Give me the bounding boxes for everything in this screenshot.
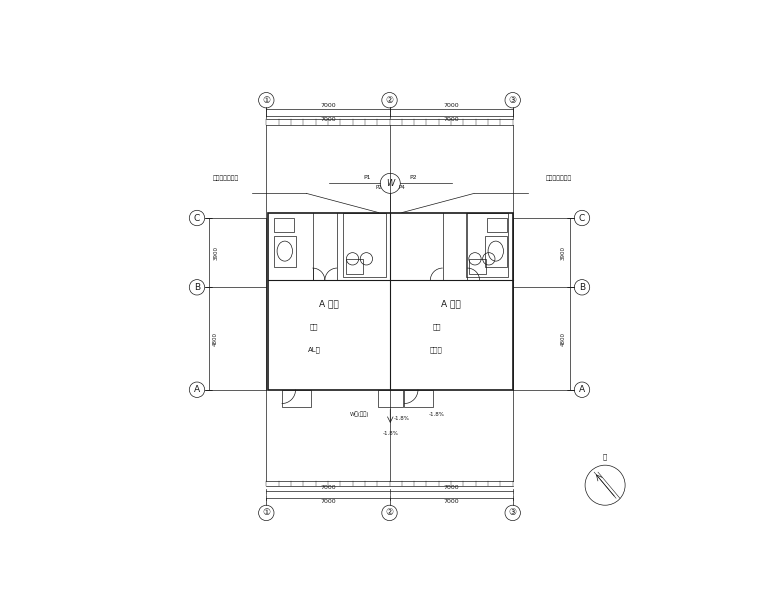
Text: ①: ① (262, 95, 271, 104)
Text: 阳台: 阳台 (310, 323, 318, 330)
Text: C: C (194, 213, 200, 222)
Text: 4800: 4800 (561, 332, 566, 345)
Bar (274, 236, 296, 266)
Text: 7000: 7000 (320, 499, 336, 504)
Text: P4: P4 (398, 185, 405, 190)
Text: P2: P2 (375, 185, 382, 190)
Text: 3900: 3900 (213, 246, 218, 260)
Text: W: W (386, 179, 394, 188)
Text: -1.8%: -1.8% (429, 412, 445, 417)
Text: ③: ③ (508, 95, 517, 104)
Text: B: B (194, 283, 200, 292)
Text: A 户型: A 户型 (318, 299, 338, 308)
Text: AL地: AL地 (308, 346, 321, 353)
Text: -1.8%: -1.8% (382, 431, 398, 436)
Text: 7000: 7000 (443, 485, 459, 490)
Text: 7000: 7000 (320, 485, 336, 490)
Text: 北: 北 (603, 453, 607, 460)
Bar (466, 213, 508, 277)
Text: B: B (579, 283, 585, 292)
Bar (344, 213, 385, 277)
Bar (268, 213, 513, 390)
Text: -1.8%: -1.8% (394, 416, 409, 421)
Bar (486, 218, 506, 232)
Text: ②: ② (385, 95, 394, 104)
Text: 备用给水进水管: 备用给水进水管 (212, 175, 239, 181)
Text: ①: ① (262, 509, 271, 518)
Text: 4800: 4800 (213, 332, 218, 345)
Text: ②: ② (385, 509, 394, 518)
Text: 7000: 7000 (443, 499, 459, 504)
Bar (274, 218, 294, 232)
Text: C: C (579, 213, 585, 222)
Text: P2: P2 (410, 175, 417, 180)
Text: 7000: 7000 (443, 103, 459, 108)
Bar (282, 390, 311, 406)
Bar (469, 259, 486, 274)
Bar (485, 236, 506, 266)
Text: A 户型: A 户型 (442, 299, 461, 308)
Text: 阳台: 阳台 (432, 323, 441, 330)
Text: W排(标注): W排(标注) (350, 411, 369, 417)
Text: P1: P1 (363, 175, 371, 180)
Text: 3900: 3900 (561, 246, 566, 260)
Bar (347, 259, 363, 274)
Text: 7000: 7000 (320, 103, 336, 108)
Text: 生活给水进水管: 生活给水进水管 (546, 175, 572, 181)
Bar (404, 390, 433, 406)
Text: 7000: 7000 (443, 117, 459, 122)
Text: A: A (579, 385, 585, 394)
Text: 7000: 7000 (320, 117, 336, 122)
Text: ③: ③ (508, 509, 517, 518)
Text: A: A (194, 385, 200, 394)
Text: 楼地板: 楼地板 (430, 346, 443, 353)
Bar (378, 390, 403, 406)
